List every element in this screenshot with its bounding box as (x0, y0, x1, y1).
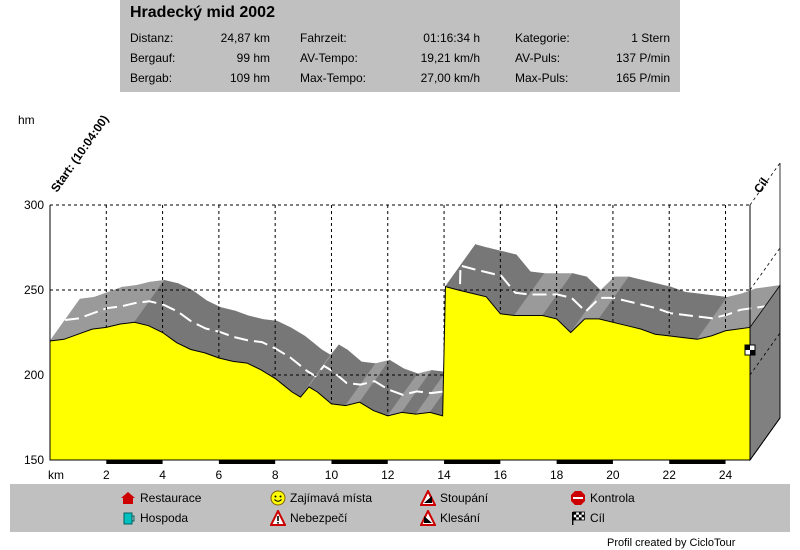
ride-info-panel: Hradecký mid 2002 Distanz: 24,87 km Fahr… (120, 0, 680, 92)
legend-item-danger: Nebezpečí (270, 510, 347, 526)
distance-value: 24,87 km (220, 31, 270, 45)
legend-item-descent: Klesání (420, 510, 480, 526)
category-label: Kategorie: (515, 31, 570, 45)
legend-label-restaurant: Restaurace (140, 491, 202, 505)
x-tick-label: 16 (494, 468, 508, 482)
ascent-label: Bergauf: (130, 51, 176, 65)
avg-pulse-value: 137 P/min (615, 51, 670, 65)
max-pulse-label: Max-Puls: (515, 71, 569, 85)
x-tick-label: 10 (325, 468, 339, 482)
km-scale-segment (218, 460, 276, 464)
legend-label-poi: Zajímavá místa (290, 491, 373, 505)
legend-label-descent: Klesání (440, 511, 481, 525)
descent-icon (420, 510, 436, 526)
legend-label-finish: Cíl (590, 511, 605, 525)
y-tick-label: 200 (24, 368, 44, 382)
route-center-line (64, 264, 766, 397)
descent-label: Bergab: (130, 71, 173, 85)
x-tick-label: 2 (103, 468, 110, 482)
x-tick-label: 12 (381, 468, 395, 482)
finish-flag-marker (744, 344, 756, 356)
time-label: Fahrzeit: (300, 31, 347, 45)
x-tick-label: 20 (606, 468, 620, 482)
x-axis-unit-label: km (48, 468, 64, 482)
avg-pulse-label: AV-Puls: (515, 51, 561, 65)
km-scale-segment (669, 460, 726, 464)
y-tick-label: 150 (24, 453, 44, 467)
legend-item-pub: Hospoda (120, 510, 188, 526)
km-scale-segment (331, 460, 388, 464)
climb-icon (420, 490, 436, 506)
depth-grid-line (749, 162, 781, 206)
y-tick-label: 300 (24, 198, 44, 212)
x-tick-label: 22 (663, 468, 677, 482)
finish-flag-icon (572, 511, 585, 525)
km-scale-segment (106, 460, 163, 464)
legend-label-checkpoint: Kontrola (590, 491, 635, 505)
max-speed-label: Max-Tempo: (300, 71, 367, 85)
legend-label-danger: Nebezpečí (290, 511, 348, 525)
depth-grid-line (749, 332, 781, 376)
legend-item-checkpoint: Kontrola (570, 490, 635, 506)
legend-item-finish: Cíl (570, 510, 605, 526)
avg-speed-label: AV-Tempo: (300, 51, 358, 65)
y-axis-unit-label: hm (18, 113, 35, 127)
ascent-value: 99 hm (236, 51, 270, 65)
ride-title: Hradecký mid 2002 (130, 4, 275, 21)
max-pulse-value: 165 P/min (615, 71, 670, 85)
elevation-area (49, 285, 751, 461)
finish-label: Cíl (751, 175, 771, 196)
km-scale-segment (444, 460, 501, 464)
legend-item-poi: Zajímavá místa (270, 490, 372, 506)
legend-label-climb: Stoupání (440, 491, 489, 505)
time-value: 01:16:34 h (423, 31, 480, 45)
pub-icon (123, 512, 135, 525)
danger-icon (270, 510, 286, 526)
x-tick-label: 6 (216, 468, 223, 482)
y-tick-label: 250 (24, 283, 44, 297)
legend-item-restaurant: Restaurace (120, 490, 201, 506)
restaurant-icon (121, 492, 135, 504)
smiley-icon (270, 490, 286, 506)
depth-grid-line (749, 247, 781, 291)
distance-label: Distanz: (130, 31, 174, 45)
avg-speed-value: 19,21 km/h (420, 51, 480, 65)
x-tick-label: 24 (719, 468, 733, 482)
legend-label-pub: Hospoda (140, 511, 189, 525)
km-scale-segment (556, 460, 613, 464)
x-tick-label: 8 (272, 468, 279, 482)
x-tick-label: 4 (159, 468, 166, 482)
start-label: Start: (10:04:00) (48, 112, 111, 194)
legend-item-climb: Stoupání (420, 490, 488, 506)
x-tick-label: 14 (437, 468, 451, 482)
credit-text: Profil created by CicloTour (607, 537, 736, 549)
x-tick-label: 18 (550, 468, 564, 482)
descent-value: 109 hm (229, 71, 270, 85)
legend-panel: Restaurace Hospoda Zajímavá místa Nebezp… (10, 484, 790, 532)
stop-icon (571, 491, 585, 505)
max-speed-value: 27,00 km/h (420, 71, 480, 85)
category-value: 1 Stern (631, 31, 670, 45)
base-depth-line (749, 417, 781, 461)
